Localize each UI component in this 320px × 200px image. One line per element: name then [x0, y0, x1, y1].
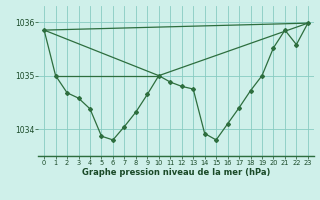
- X-axis label: Graphe pression niveau de la mer (hPa): Graphe pression niveau de la mer (hPa): [82, 168, 270, 177]
